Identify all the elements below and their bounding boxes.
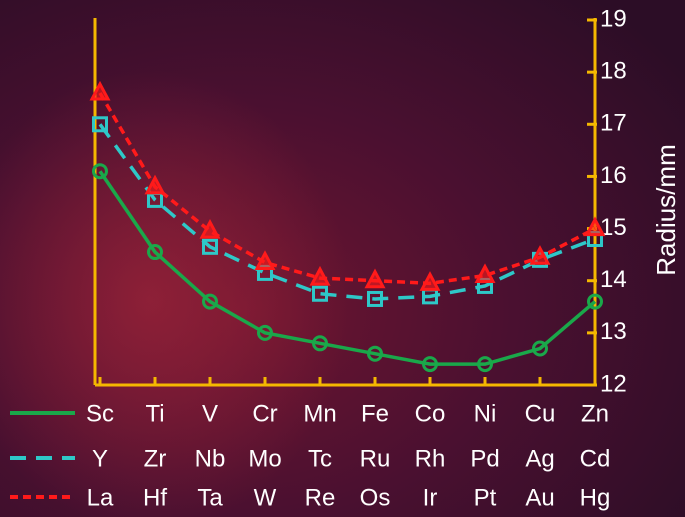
y-tick-label: 14: [600, 266, 627, 293]
x-tick-label: Rh: [415, 445, 446, 472]
x-tick-label: Hf: [143, 484, 167, 511]
x-tick-label: Ir: [423, 484, 438, 511]
x-tick-label: Zr: [144, 445, 167, 472]
x-tick-label: Zn: [581, 400, 609, 427]
x-tick-label: La: [87, 484, 114, 511]
x-tick-label: Cr: [252, 400, 277, 427]
x-tick-label: V: [202, 400, 218, 427]
x-tick-label: Co: [415, 400, 446, 427]
x-tick-label: Ag: [525, 445, 554, 472]
x-tick-label: W: [254, 484, 277, 511]
x-tick-label: Cd: [580, 445, 611, 472]
x-tick-label: Ni: [474, 400, 497, 427]
x-tick-label: Hg: [580, 484, 611, 511]
x-tick-label: Cu: [525, 400, 556, 427]
x-tick-label: Re: [305, 484, 336, 511]
x-tick-label: Sc: [86, 400, 114, 427]
x-tick-label: Mn: [303, 400, 336, 427]
chart: Radius/mm 12 13 14 15 16 17 18 19 Sc Ti V Cr Mn Fe Co N…: [0, 0, 685, 517]
x-tick-label: Fe: [361, 400, 389, 427]
y-tick-label: 12: [600, 370, 627, 397]
x-tick-label: Mo: [248, 445, 281, 472]
y-tick-label: 17: [600, 110, 627, 137]
y-tick-label: 19: [600, 5, 627, 32]
x-tick-label: Pt: [474, 484, 497, 511]
x-tick-label: Ta: [197, 484, 223, 511]
y-tick-label: 13: [600, 318, 627, 345]
x-tick-label: Nb: [195, 445, 226, 472]
y-tick-label: 15: [600, 214, 627, 241]
x-tick-label: Pd: [470, 445, 499, 472]
x-tick-label: Ti: [145, 400, 164, 427]
y-tick-label: 16: [600, 162, 627, 189]
x-tick-label: Os: [360, 484, 391, 511]
x-tick-label: Y: [92, 445, 108, 472]
x-tick-label: Au: [525, 484, 554, 511]
x-tick-label: Tc: [308, 445, 332, 472]
y-tick-label: 18: [600, 57, 627, 84]
x-tick-label: Ru: [360, 445, 391, 472]
y-axis-label: Radius/mm: [651, 144, 681, 275]
